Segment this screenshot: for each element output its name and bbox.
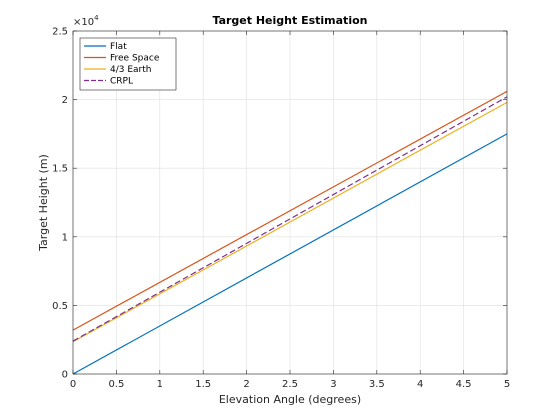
y-tick-label: 1 <box>62 232 68 243</box>
legend-box <box>79 37 177 91</box>
x-axis-label: Elevation Angle (degrees) <box>219 393 361 406</box>
x-tick-label: 2.5 <box>282 379 298 390</box>
x-tick-label: 0 <box>70 379 76 390</box>
x-tick-label: 5 <box>504 379 510 390</box>
legend-entry: Free Space <box>110 54 160 64</box>
y-exponent-label: ×104 <box>73 14 99 28</box>
series-line-crpl <box>72 96 508 342</box>
legend-entry: CRPL <box>110 77 133 87</box>
x-tick-label: 0.5 <box>108 379 124 390</box>
y-axis-label: Target Height (m) <box>37 154 50 252</box>
y-tick-label: 2 <box>62 95 68 106</box>
y-tick-label: 1.5 <box>52 164 68 175</box>
series-line-4-3-earth <box>72 101 508 343</box>
y-tick-label: 0.5 <box>52 301 68 312</box>
series-line-free-space <box>72 90 508 331</box>
series-line-flat <box>72 133 508 375</box>
x-tick-label: 4.5 <box>456 379 472 390</box>
y-tick-label: 0 <box>62 370 68 381</box>
x-tick-label: 3 <box>330 379 336 390</box>
tick-labels: 0 0.5 1 1.5 2 2.5 3 3.5 4 4.5 5 0 0.5 1 1.5 2 2.5 <box>52 27 510 391</box>
x-tick-label: 1.5 <box>195 379 211 390</box>
x-tick-label: 1 <box>157 379 163 390</box>
series-layer <box>72 90 508 375</box>
x-tick-label: 2 <box>243 379 249 390</box>
chart-title: Target Height Estimation <box>213 14 368 27</box>
x-tick-label: 4 <box>417 379 423 390</box>
legend-entry: Flat <box>110 42 127 52</box>
legend-entry: 4/3 Earth <box>110 65 151 75</box>
x-tick-label: 3.5 <box>369 379 385 390</box>
y-tick-label: 2.5 <box>52 27 68 38</box>
ticks <box>72 30 508 375</box>
